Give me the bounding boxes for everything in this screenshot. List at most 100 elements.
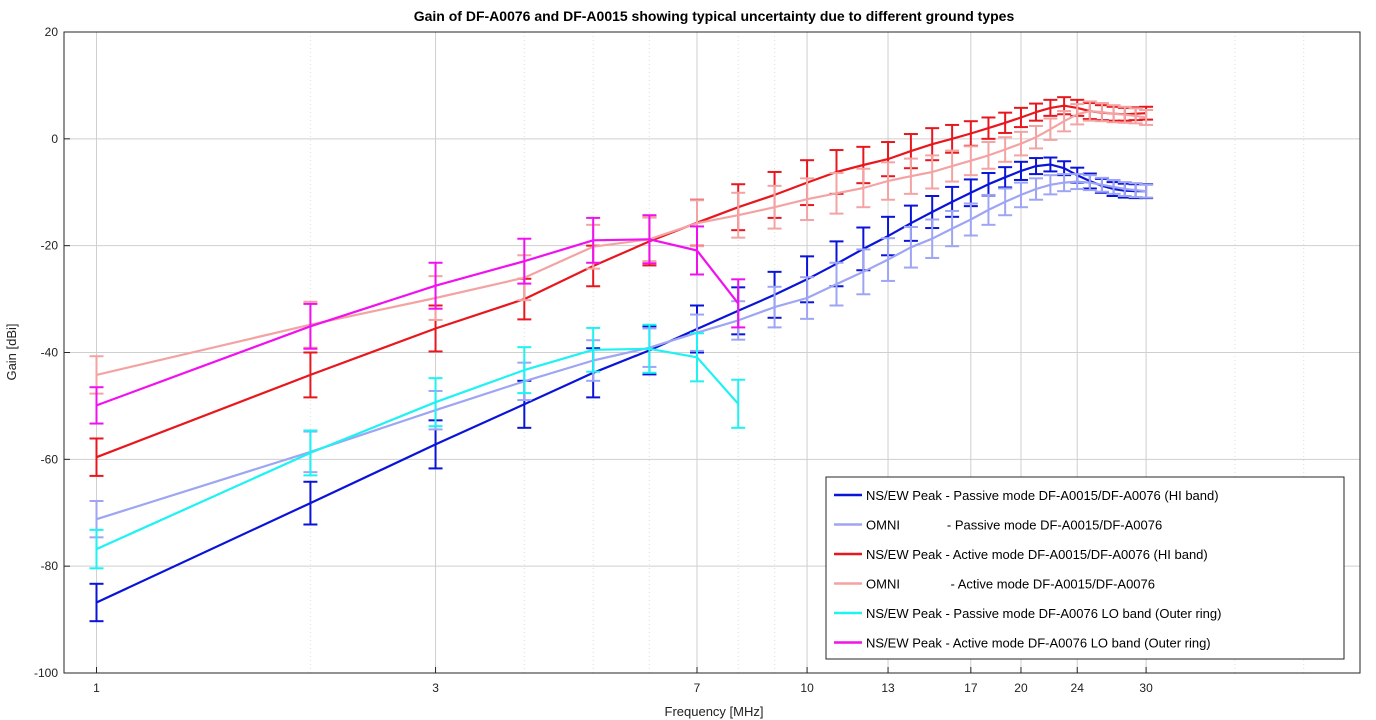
error-bar bbox=[767, 184, 782, 230]
legend-box bbox=[825, 476, 1345, 660]
y-tick-label: -40 bbox=[41, 346, 59, 360]
error-bar bbox=[303, 351, 318, 399]
error-bar bbox=[998, 187, 1013, 217]
x-tick-label: 7 bbox=[694, 681, 701, 695]
error-bar bbox=[881, 161, 896, 201]
error-bar bbox=[1082, 100, 1097, 122]
error-bar bbox=[303, 302, 318, 350]
x-tick-label: 10 bbox=[800, 681, 814, 695]
series-line bbox=[96, 163, 1147, 604]
y-tick-label: 20 bbox=[45, 25, 59, 39]
chart-title: Gain of DF-A0076 and DF-A0015 showing ty… bbox=[414, 8, 1015, 24]
error-bar bbox=[981, 141, 996, 170]
error-bar bbox=[89, 386, 104, 425]
y-axis-label: Gain [dBi] bbox=[4, 323, 19, 380]
error-bar bbox=[517, 237, 532, 285]
error-bar bbox=[925, 154, 940, 190]
error-bar bbox=[303, 480, 318, 526]
error-bar bbox=[586, 326, 601, 373]
error-bar bbox=[642, 214, 657, 265]
legend-entry: NS/EW Peak - Active mode DF-A0076 LO ban… bbox=[866, 636, 1211, 651]
y-tick-label: -60 bbox=[41, 452, 59, 466]
error-bar bbox=[1057, 110, 1072, 133]
legend-entry: OMNI - Active mode DF-A0015/DF-A0076 bbox=[866, 577, 1155, 592]
error-bar bbox=[1139, 183, 1154, 199]
series-line bbox=[96, 238, 740, 407]
legend-entry: OMNI - Passive mode DF-A0015/DF-A0076 bbox=[866, 518, 1162, 533]
x-axis-label: Frequency [MHz] bbox=[665, 704, 764, 719]
error-bar bbox=[690, 225, 705, 276]
error-bar bbox=[690, 332, 705, 383]
error-bar bbox=[945, 149, 960, 183]
error-bar bbox=[1043, 156, 1058, 173]
error-bar bbox=[1013, 181, 1028, 209]
error-bar bbox=[856, 248, 871, 296]
error-bar bbox=[1013, 106, 1028, 129]
error-bar bbox=[1057, 160, 1072, 177]
error-bar bbox=[731, 378, 746, 429]
series-6 bbox=[89, 214, 746, 425]
error-bar bbox=[1094, 102, 1109, 123]
error-bar bbox=[1057, 173, 1072, 193]
error-bar bbox=[731, 191, 746, 239]
error-bar bbox=[963, 178, 978, 208]
error-bar bbox=[1117, 181, 1132, 197]
error-bar bbox=[1029, 102, 1044, 122]
error-bar bbox=[1029, 177, 1044, 201]
error-bar bbox=[89, 582, 104, 623]
legend-entry: NS/EW Peak - Passive mode DF-A0015/DF-A0… bbox=[866, 488, 1219, 503]
error-bar bbox=[1043, 117, 1058, 141]
error-bar bbox=[1094, 176, 1109, 193]
y-tick-label: -100 bbox=[34, 666, 58, 680]
x-tick-label: 20 bbox=[1014, 681, 1028, 695]
error-bar bbox=[800, 276, 815, 320]
error-bar bbox=[1106, 178, 1121, 195]
error-bar bbox=[998, 136, 1013, 163]
y-tick-label: -80 bbox=[41, 559, 59, 573]
error-bar bbox=[1029, 157, 1044, 176]
error-bar bbox=[829, 172, 844, 215]
error-bar bbox=[1070, 173, 1085, 191]
error-bar bbox=[1013, 160, 1028, 181]
error-bar bbox=[428, 261, 443, 310]
error-bar bbox=[767, 285, 782, 329]
error-bar bbox=[963, 120, 978, 147]
error-bar bbox=[1139, 108, 1154, 126]
legend-entry: NS/EW Peak - Active mode DF-A0015/DF-A00… bbox=[866, 547, 1208, 562]
error-bar bbox=[981, 172, 996, 197]
x-tick-label: 30 bbox=[1139, 681, 1153, 695]
error-bar bbox=[1043, 174, 1058, 196]
error-bar bbox=[1128, 107, 1143, 125]
error-bar bbox=[963, 145, 978, 177]
y-tick-label: 0 bbox=[51, 132, 58, 146]
error-bar bbox=[800, 177, 815, 222]
error-bar bbox=[1082, 174, 1097, 192]
error-bar bbox=[998, 111, 1013, 134]
error-bar bbox=[1043, 98, 1058, 117]
series-5 bbox=[89, 323, 746, 570]
error-bar bbox=[856, 167, 871, 209]
error-bar bbox=[89, 528, 104, 570]
error-bar bbox=[945, 209, 960, 248]
series-layer bbox=[89, 96, 1154, 623]
error-bar bbox=[829, 261, 844, 307]
error-bar bbox=[89, 437, 104, 477]
series-line bbox=[96, 347, 740, 551]
error-bar bbox=[925, 218, 940, 259]
error-bar bbox=[303, 429, 318, 477]
legend: NS/EW Peak - Passive mode DF-A0015/DF-A0… bbox=[825, 476, 1345, 660]
error-bar bbox=[428, 377, 443, 428]
error-bar bbox=[903, 157, 918, 195]
x-tick-label: 17 bbox=[964, 681, 978, 695]
error-bar bbox=[517, 346, 532, 395]
x-tick-label: 24 bbox=[1071, 681, 1085, 695]
x-tick-label: 1 bbox=[93, 681, 100, 695]
error-bar bbox=[881, 237, 896, 282]
error-bar bbox=[963, 202, 978, 237]
error-bar bbox=[903, 225, 918, 269]
error-bar bbox=[1070, 103, 1085, 126]
error-bar bbox=[731, 278, 746, 329]
error-bar bbox=[981, 116, 996, 140]
error-bar bbox=[1013, 130, 1028, 157]
